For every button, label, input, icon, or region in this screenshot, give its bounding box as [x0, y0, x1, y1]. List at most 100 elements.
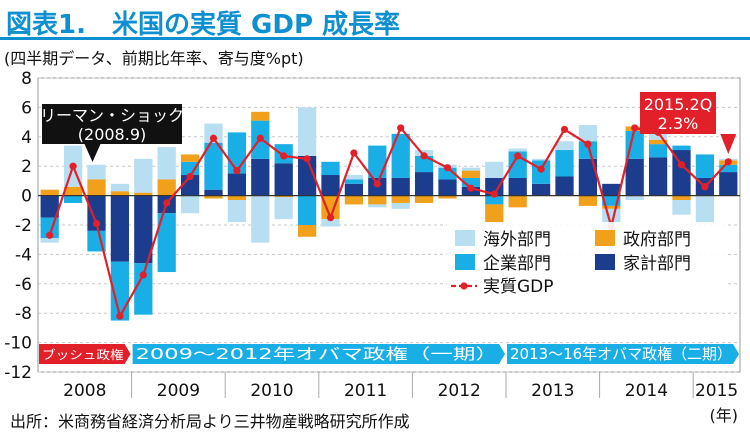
bar-government — [368, 195, 387, 205]
bar-government — [485, 204, 504, 223]
bar-government — [602, 205, 621, 209]
bar-government — [63, 186, 83, 196]
bar-business — [555, 150, 574, 177]
y-tick-label: -10 — [4, 334, 32, 354]
era-label-obama1: 2009～2012年オバマ政権（一期） — [136, 345, 498, 363]
latest-label-line1: 2015.2Q — [644, 95, 713, 114]
x-year-label: 2013 — [531, 381, 574, 401]
bar-overseas — [297, 107, 317, 156]
bar-household — [227, 173, 247, 196]
x-unit-label: (年) — [709, 406, 739, 425]
bar-government — [134, 192, 153, 196]
bar-overseas — [648, 132, 668, 140]
bar-government — [648, 139, 668, 145]
real-gdp-point — [724, 158, 732, 166]
real-gdp-point — [443, 164, 452, 172]
bar-business — [157, 213, 176, 273]
bar-overseas — [274, 197, 293, 220]
real-gdp-point — [537, 165, 545, 173]
x-year-label: 2011 — [344, 381, 387, 401]
bar-business — [695, 154, 715, 178]
bar-business — [602, 195, 621, 206]
bar-government — [321, 195, 340, 220]
real-gdp-point — [350, 149, 358, 157]
bar-household — [40, 195, 59, 218]
real-gdp-line — [48, 125, 730, 320]
bar-business — [485, 195, 504, 205]
bar-business — [414, 155, 434, 173]
bar-government — [438, 195, 457, 199]
real-gdp-point — [701, 183, 709, 191]
legend-label-government: 政府部門 — [623, 230, 691, 250]
legend-label-overseas: 海外部門 — [483, 230, 551, 250]
era-band-bush — [39, 344, 131, 364]
real-gdp-point — [631, 124, 639, 132]
bar-household — [110, 195, 130, 262]
bar-household — [251, 158, 270, 196]
bar-household — [672, 150, 691, 196]
legend-label-business: 企業部門 — [483, 254, 551, 274]
bar-government — [461, 170, 481, 178]
bar-overseas — [508, 148, 527, 152]
bar-government — [180, 154, 200, 162]
y-tick-label: -6 — [15, 275, 32, 295]
real-gdp-point — [420, 152, 428, 160]
bar-business — [180, 161, 200, 176]
bar-overseas — [180, 195, 200, 214]
bar-household — [578, 158, 598, 196]
x-year-label: 2014 — [625, 381, 668, 401]
lehman-label-line1: リーマン・ショック — [40, 106, 184, 125]
real-gdp-point — [514, 152, 522, 160]
real-gdp-point — [303, 155, 311, 163]
chart-subtitle: (四半期データ、前期比年率、寄与度%pt) — [4, 49, 304, 68]
bar-overseas — [87, 164, 106, 180]
latest-callout-box — [640, 92, 716, 134]
bar-government — [508, 195, 527, 208]
y-tick-label: -12 — [4, 363, 32, 383]
bar-household — [344, 183, 364, 196]
real-gdp-point — [163, 199, 171, 207]
legend-label-household: 家計部門 — [623, 254, 691, 274]
bar-business — [672, 145, 691, 151]
bar-overseas — [204, 123, 223, 143]
bar-business — [63, 195, 83, 203]
bar-government — [414, 195, 434, 203]
bar-business — [204, 142, 223, 190]
bar-overseas — [344, 175, 364, 180]
y-tick-label: 6 — [21, 98, 32, 118]
real-gdp-point — [280, 152, 288, 160]
bar-government — [204, 195, 223, 199]
bar-business — [87, 230, 106, 252]
bar-government — [672, 195, 691, 201]
bar-overseas — [368, 204, 387, 208]
bar-business — [321, 161, 340, 176]
bar-household — [391, 177, 410, 196]
legend-label-real-gdp: 実質GDP — [483, 277, 554, 297]
bar-government — [227, 195, 247, 201]
bar-household — [274, 163, 293, 196]
bar-business — [578, 141, 598, 159]
bar-business — [110, 261, 130, 321]
bar-overseas — [251, 195, 270, 243]
y-tick-label: 8 — [21, 69, 32, 89]
latest-label-line2: 2.3% — [658, 114, 699, 133]
real-gdp-point — [467, 184, 475, 192]
x-year-label: 2009 — [157, 381, 200, 401]
real-gdp-point — [92, 219, 101, 228]
bar-business — [297, 195, 317, 225]
bar-household — [485, 177, 504, 196]
bar-household — [204, 189, 223, 196]
real-gdp-point — [373, 180, 381, 188]
bar-household — [719, 172, 738, 196]
bar-overseas — [391, 202, 410, 209]
bar-household — [87, 195, 106, 231]
real-gdp-point — [397, 124, 405, 132]
bar-overseas — [531, 158, 551, 161]
real-gdp-point — [584, 140, 592, 148]
bar-government — [157, 179, 176, 196]
lehman-label-line2: (2008.9) — [78, 125, 146, 144]
latest-callout-pointer — [720, 134, 737, 154]
bar-household — [134, 195, 153, 264]
